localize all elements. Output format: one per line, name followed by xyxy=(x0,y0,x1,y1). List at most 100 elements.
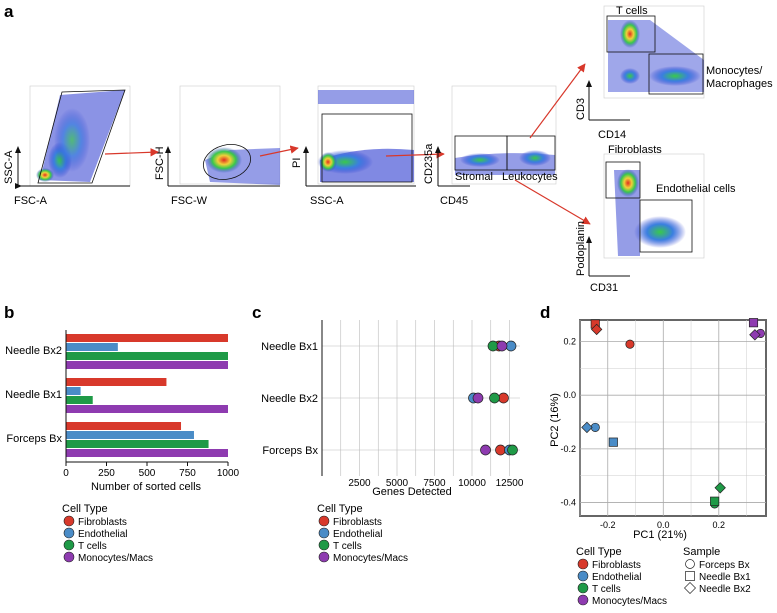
legend-swatch-fibroblasts xyxy=(318,515,330,527)
arrow-2 xyxy=(259,145,299,157)
c-point-t-cells xyxy=(489,392,500,404)
panel-d-xlabel: PC1 (21%) xyxy=(633,529,687,541)
plot2-ylabel: FSC-H xyxy=(154,146,166,180)
b-xtick-label: 500 xyxy=(139,468,156,479)
legend-label: Endothelial xyxy=(333,529,382,540)
d-xtick-label: -0.2 xyxy=(600,520,616,530)
gate-leukocytes: Leukocytes xyxy=(502,171,558,183)
b-category-label: Needle Bx1 xyxy=(5,389,62,401)
d-point-monocytes-macs-needle-bx1 xyxy=(748,318,759,328)
plot6-xlabel: CD31 xyxy=(590,282,618,294)
plot4-xlabel: CD45 xyxy=(440,195,468,207)
bar-forceps-bx-fibroblasts xyxy=(66,422,182,430)
flow-plot-5: T cells Monocytes/ Macrophages CD14 CD3 xyxy=(575,5,773,141)
legend-swatch-endothelial xyxy=(63,527,75,539)
legend-sample-label: Needle Bx2 xyxy=(699,584,751,595)
scatter-chart-c: Needle Bx1 Needle Bx2 Forceps Bx 2500 5000 75… xyxy=(261,320,524,489)
gate-endothelial: Endothelial cells xyxy=(656,183,736,195)
gate-mono-line1: Monocytes/ xyxy=(706,65,763,77)
legend-label: T cells xyxy=(333,541,362,552)
legend-swatch-fibroblasts xyxy=(577,558,589,570)
legend-sample-label: Needle Bx1 xyxy=(699,572,751,583)
plot2-xlabel: FSC-W xyxy=(171,195,208,207)
arrow-1 xyxy=(104,148,159,157)
b-category-label: Forceps Bx xyxy=(6,433,62,445)
plot5-ylabel: CD3 xyxy=(575,98,587,120)
c-xtick-label: 7500 xyxy=(423,478,446,489)
arrow-4 xyxy=(529,63,586,139)
b-xtick-label: 0 xyxy=(63,468,69,479)
d-point-t-cells-needle-bx1 xyxy=(710,496,720,506)
c-point-t-cells xyxy=(507,444,518,456)
gate-stromal: Stromal xyxy=(455,171,493,183)
bar-needle-bx1-fibroblasts xyxy=(66,378,167,386)
gate-fibroblasts: Fibroblasts xyxy=(608,144,662,156)
legend-label: Fibroblasts xyxy=(333,517,382,528)
c-point-fibroblasts xyxy=(498,392,509,404)
d-point-endothelial-needle-bx2 xyxy=(581,421,593,434)
legend-label: Monocytes/Macs xyxy=(78,553,153,564)
plot1-ylabel: SSC-A xyxy=(3,150,15,184)
flow-plot-2: FSC-W FSC-H xyxy=(154,85,281,207)
c-point-monocytes-macs xyxy=(472,392,484,404)
bar-forceps-bx-t-cells xyxy=(66,440,209,448)
legend-swatch-monocytes-macs xyxy=(318,551,330,563)
c-xtick-label: 5000 xyxy=(386,478,409,489)
legend-sample-swatch-needle-bx2 xyxy=(684,582,696,594)
legend-label: Fibroblasts xyxy=(592,560,641,571)
c-xtick-label: 2500 xyxy=(348,478,371,489)
legend-swatch-t-cells xyxy=(63,539,75,551)
legend-label: T cells xyxy=(592,584,621,595)
d-point-fibroblasts-needle-bx2 xyxy=(590,323,603,336)
d-ytick-label: -0.4 xyxy=(560,498,576,508)
bar-needle-bx1-t-cells xyxy=(66,396,93,404)
panel-d-letter: d xyxy=(540,303,550,322)
panel-b-letter: b xyxy=(4,303,14,322)
c-category-label: Needle Bx2 xyxy=(261,393,318,405)
flow-plot-4: Stromal Leukocytes CD45 CD235a xyxy=(423,85,558,207)
c-category-label: Needle Bx1 xyxy=(261,341,318,353)
plot3-xlabel: SSC-A xyxy=(310,195,344,207)
c-category-label: Forceps Bx xyxy=(262,445,318,457)
panel-c-letter: c xyxy=(252,303,261,322)
bar-needle-bx1-endothelial xyxy=(66,387,81,395)
legend-label: Fibroblasts xyxy=(78,517,127,528)
d-ytick-label: 0.0 xyxy=(563,390,576,400)
panel-b-xlabel: Number of sorted cells xyxy=(91,481,202,493)
b-xtick-label: 250 xyxy=(98,468,115,479)
plot1-xlabel: FSC-A xyxy=(14,195,48,207)
bar-needle-bx2-endothelial xyxy=(66,343,118,351)
c-xtick-label: 10000 xyxy=(458,478,486,489)
d-point-fibroblasts-forceps-bx xyxy=(625,339,635,349)
legend-b-title: Cell Type xyxy=(62,503,108,515)
panel-c-xlabel: Genes Detected xyxy=(372,486,452,498)
legend-swatch-t-cells xyxy=(318,539,330,551)
c-point-endothelial xyxy=(505,340,517,352)
flow-plot-1: FSC-A SSC-A xyxy=(3,85,131,207)
legend-swatch-monocytes-macs xyxy=(63,551,75,563)
legend-label: T cells xyxy=(78,541,107,552)
b-xtick-label: 1000 xyxy=(217,468,240,479)
d-ytick-label: 0.2 xyxy=(563,336,576,346)
c-xtick-label: 12500 xyxy=(496,478,524,489)
legend-d-title: Cell Type xyxy=(576,546,622,558)
bar-forceps-bx-monocytes-macs xyxy=(66,449,228,457)
b-category-label: Needle Bx2 xyxy=(5,345,62,357)
c-point-monocytes-macs xyxy=(496,340,508,352)
bar-needle-bx2-fibroblasts xyxy=(66,334,228,342)
bar-needle-bx2-monocytes-macs xyxy=(66,361,228,369)
legend-sample-swatch-needle-bx1 xyxy=(685,571,695,581)
gate-tcells: T cells xyxy=(616,5,648,17)
c-point-t-cells xyxy=(487,340,499,352)
pca-chart-d: -0.2 0.0 0.2 -0.4 -0.2 0.0 0.2 xyxy=(560,318,767,530)
legend-label: Monocytes/Macs xyxy=(592,596,667,607)
c-point-fibroblasts xyxy=(495,444,506,456)
plot6-ylabel: Podoplanin xyxy=(575,221,587,276)
flow-plot-3: SSC-A PI xyxy=(291,85,416,207)
plot3-ylabel: PI xyxy=(291,158,303,168)
gate-mono-line2: Macrophages xyxy=(706,78,773,90)
